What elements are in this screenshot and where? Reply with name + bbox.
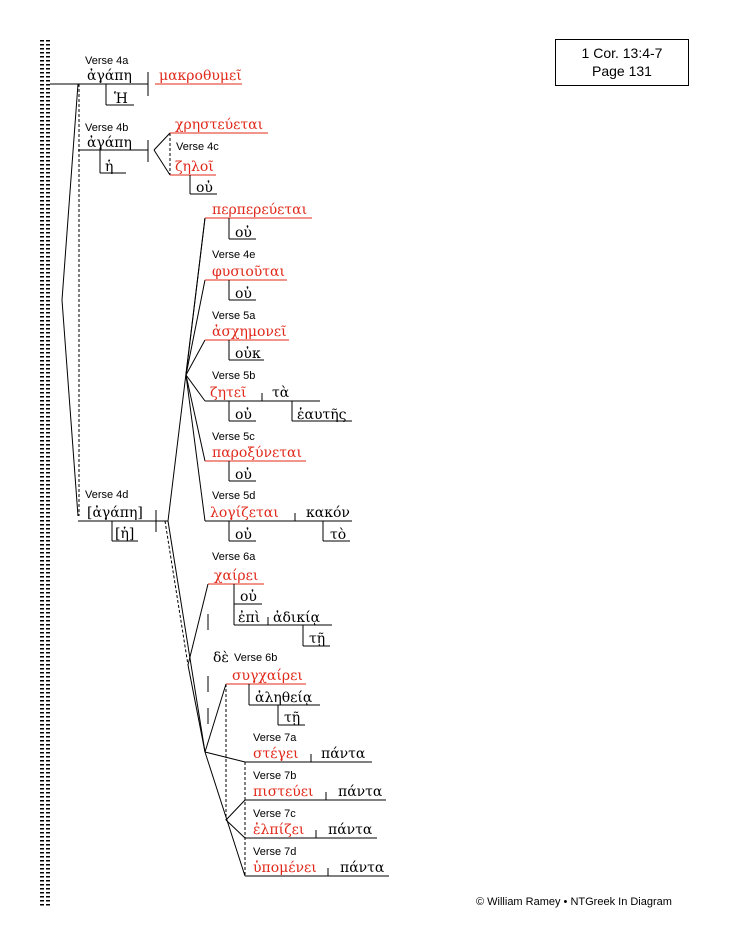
verse-label-7d: Verse 7d (253, 846, 296, 858)
verse-label-5d: Verse 5d (212, 490, 255, 502)
word-de: δὲ (213, 649, 229, 666)
word-hupomenei: ὑπομένει (253, 859, 317, 876)
word-aletheia: ἀληθείᾳ (255, 689, 313, 706)
word-ou-1: οὐ (196, 179, 213, 196)
word-perpereuetai: περπερεύεται (212, 202, 307, 218)
branch-b-bot (187, 664, 206, 753)
verse-label-6a: Verse 6a (212, 551, 256, 563)
word-he-1: Ἡ (114, 90, 128, 107)
branch-b-top (187, 583, 209, 666)
branch-a-top (185, 217, 206, 376)
verse-label-7a: Verse 7a (253, 732, 297, 744)
word-agape-1: ἀγάπη (87, 67, 132, 84)
branch-a-bot (185, 374, 206, 522)
word-panta-4: πάντα (340, 860, 385, 876)
fork-4d-dash (164, 520, 189, 666)
word-ta: τὰ (272, 385, 290, 401)
connector-main (61, 83, 79, 301)
fork-4d-lower (167, 520, 206, 753)
verse-label-7c: Verse 7c (253, 808, 296, 820)
word-epi: ἐπὶ (238, 609, 260, 626)
word-te-2: τῇ (284, 710, 300, 726)
word-ouk: οὐκ (235, 345, 261, 362)
word-chresteuetai: χρηστεύεται (175, 117, 263, 133)
word-sugchairei: συγχαίρει (232, 667, 303, 684)
reference-box: 1 Cor. 13:4-7 Page 131 (555, 39, 689, 86)
word-stegei: στέγει (253, 745, 299, 762)
branch-a-mid2 (185, 339, 206, 376)
verse-label-5b: Verse 5b (212, 370, 255, 382)
word-agape-3: [ἀγάπη] (87, 504, 143, 521)
fork-7-d (204, 751, 246, 877)
branch-a-mid3 (185, 374, 206, 402)
verse-label-4b: Verse 4b (85, 122, 128, 134)
word-aschemonei: ἀσχημονεῖ (212, 323, 287, 340)
word-agape-2: ἀγάπη (87, 134, 132, 151)
word-chairei: χαίρει (214, 567, 258, 584)
verse-label-4a: Verse 4a (85, 55, 129, 67)
reference-title: 1 Cor. 13:4-7 (581, 45, 663, 61)
word-logizetai: λογίζεται (210, 504, 279, 521)
word-zetei: ζητεῖ (210, 385, 246, 401)
verse-label-7b: Verse 7b (253, 770, 296, 782)
word-ou-6: οὐ (235, 526, 252, 543)
word-he-2: ἡ (105, 158, 113, 175)
word-ou-3: οὐ (235, 285, 252, 302)
fork-7-top (204, 683, 227, 753)
word-ou-7: οὐ (240, 588, 257, 605)
word-kakon: κακόν (306, 505, 350, 521)
word-makrothumei: μακροθυμεῖ (159, 68, 242, 84)
word-adikia: ἀδικίᾳ (273, 609, 321, 626)
fork-4b-top (153, 132, 171, 151)
verse-label-5c: Verse 5c (212, 431, 255, 443)
fork-7-b (225, 799, 246, 821)
fork-4b-bot (153, 149, 171, 176)
word-phusioutai: φυσιοῦται (212, 264, 285, 280)
verse-label-6b: Verse 6b (234, 652, 277, 664)
verse-label-4c: Verse 4c (176, 141, 219, 153)
word-panta-1: πάντα (321, 746, 366, 762)
word-paroxunetai: παροξύνεται (212, 445, 302, 461)
word-panta-2: πάντα (338, 784, 383, 800)
branch-a-mid4 (185, 374, 206, 462)
word-elpizei: ἐλπίζει (253, 821, 304, 838)
verse-label-5a: Verse 5a (212, 310, 256, 322)
word-ou-2: οὐ (235, 224, 252, 241)
reference-page: Page 131 (592, 63, 652, 79)
branch-a-mid1 (185, 279, 206, 376)
word-he-3: [ἡ] (115, 525, 134, 542)
fork-7-a (204, 751, 246, 763)
word-panta-3: πάντα (328, 822, 373, 838)
verse-label-4e: Verse 4e (212, 249, 255, 261)
word-zeloi: ζηλοῖ (175, 159, 214, 175)
word-ou-5: οὐ (235, 466, 252, 483)
fork-7-c (225, 819, 246, 839)
word-ou-4: οὐ (235, 406, 252, 423)
word-to: τὸ (330, 527, 346, 543)
verse-label-4d: Verse 4d (85, 489, 128, 501)
word-pisteuei: πιστεύει (253, 784, 314, 800)
word-heautes: ἑαυτῆς (297, 406, 347, 423)
word-te-1: τῇ (309, 631, 325, 647)
copyright-notice: © William Ramey • NTGreek In Diagram (476, 896, 672, 908)
connector-main-2 (61, 299, 79, 517)
